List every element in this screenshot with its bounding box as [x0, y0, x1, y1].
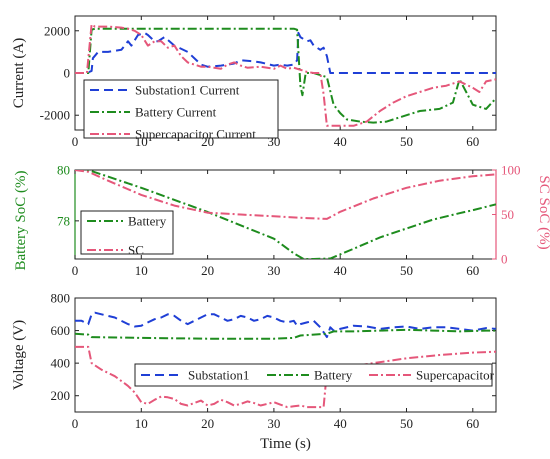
x-tick-label: 30: [267, 263, 280, 278]
y-tick-label: 600: [51, 323, 71, 338]
x-tick-label: 40: [334, 416, 347, 431]
series-line-substation1-current: [75, 31, 496, 74]
axes-box: [74, 297, 497, 413]
y-tick-label: 80: [57, 163, 70, 178]
legend-label: Substation1: [188, 368, 249, 383]
y-tick-label: 0: [64, 66, 71, 81]
legend-label: Substation1 Current: [135, 83, 240, 98]
series-group: [75, 170, 496, 259]
y-tick-label: 800: [51, 291, 71, 306]
x-axis-label: Time (s): [260, 436, 311, 452]
legend: Substation1 Battery Supercapacitor: [134, 363, 495, 387]
x-tick-label: 40: [334, 134, 347, 149]
series-line-sc: [75, 170, 496, 220]
series-line-supercapacitor-current: [75, 23, 496, 127]
legend-label: Battery Current: [135, 105, 217, 120]
y-tick-label: 400: [51, 356, 71, 371]
series-line-substation1: [75, 311, 496, 339]
x-tick-label: 0: [72, 416, 79, 431]
y-right-tick-label: 0: [501, 252, 508, 267]
y-tick-label: 200: [51, 388, 71, 403]
legend-box: [134, 363, 493, 387]
legend: Substation1 Current Battery Current Superc…: [83, 79, 279, 142]
x-tick-label: 60: [466, 134, 479, 149]
x-tick-label: 0: [72, 134, 79, 149]
legend-label: Battery: [314, 368, 353, 383]
legend-box: [80, 210, 174, 255]
x-tick-label: 50: [400, 263, 413, 278]
y-axis-label: Battery SoC (%): [13, 171, 29, 271]
y-axis-label: Voltage (V): [11, 320, 27, 390]
legend: Battery SC: [80, 210, 174, 258]
x-tick-label: 20: [201, 263, 214, 278]
series-line-battery: [75, 170, 496, 259]
y-tick-label: -2000: [40, 108, 70, 123]
x-tick-label: 40: [334, 263, 347, 278]
x-tick-label: 20: [201, 416, 214, 431]
x-tick-label: 60: [466, 263, 479, 278]
panel-2: 0 10 20 30 40 50 60 80 78 100 50 0 Battery SoC (%) SC…: [13, 163, 550, 279]
series-group: [75, 311, 496, 409]
y-right-tick-label: 100: [501, 163, 521, 178]
series-line-battery: [75, 328, 496, 340]
legend-box: [83, 79, 279, 139]
x-tick-label: 30: [267, 416, 280, 431]
y-tick-label: 78: [57, 213, 70, 228]
x-tick-label: 10: [135, 416, 148, 431]
legend-label: Supercapacitor Current: [135, 127, 256, 142]
x-tick-label: 60: [466, 416, 479, 431]
y-right-tick-label: 50: [501, 207, 514, 222]
y-tick-label: 2000: [44, 23, 70, 38]
series-group: [75, 23, 496, 127]
y-right-axis-label: SC SoC (%): [536, 175, 550, 249]
panel-3: 0 10 20 30 40 50 60 800 600 400 200 Voltage (V) Time…: [11, 291, 497, 452]
x-tick-label: 10: [135, 263, 148, 278]
legend-label: Supercapacitor: [416, 368, 495, 383]
x-tick-label: 50: [400, 134, 413, 149]
y-axis-label: Current (A): [11, 38, 27, 108]
x-tick-label: 50: [400, 416, 413, 431]
legend-label: Battery: [128, 214, 167, 229]
legend-label: SC: [128, 243, 144, 258]
x-tick-label: 0: [72, 263, 79, 278]
